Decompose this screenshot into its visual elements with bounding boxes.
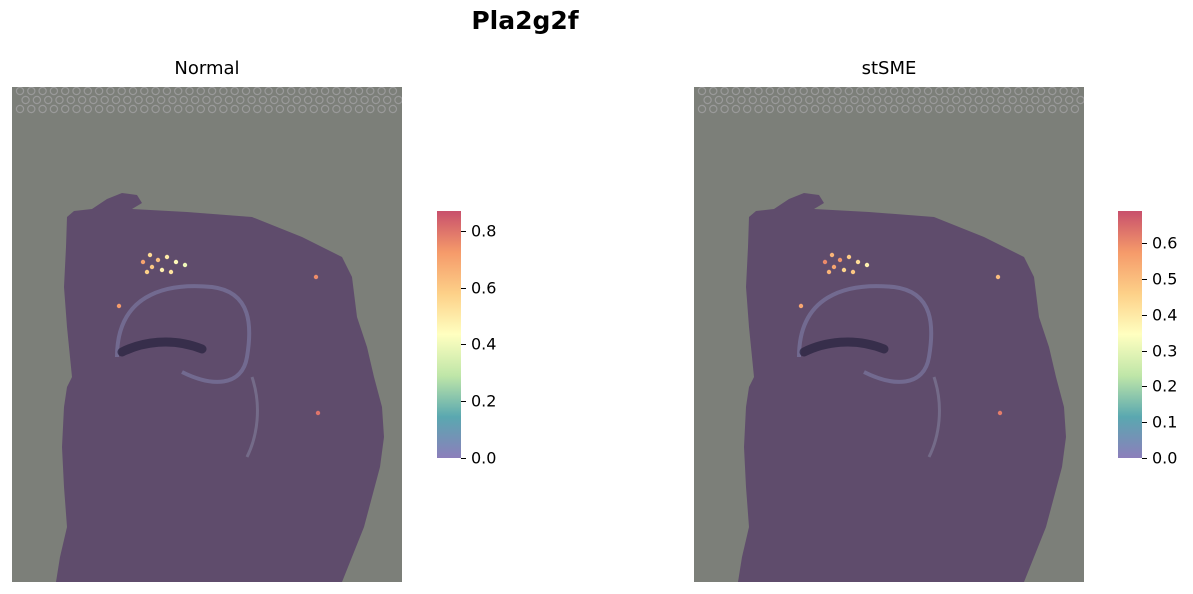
expression-spot xyxy=(164,254,170,260)
fiducial-spots xyxy=(697,87,1084,114)
colorbar-tick-label: 0.4 xyxy=(471,334,497,354)
expression-spot xyxy=(846,254,852,260)
colorbar-tick xyxy=(1142,243,1147,245)
colorbar-tick-label: 0.3 xyxy=(1152,341,1178,361)
expression-spot xyxy=(168,269,174,275)
expression-spot xyxy=(140,259,146,265)
expression-spot xyxy=(315,410,321,416)
colorbar-tick xyxy=(1142,279,1147,280)
colorbar-tick xyxy=(461,230,466,232)
hippocampus-outline xyxy=(797,284,934,384)
expression-spot xyxy=(313,274,319,280)
hippocampus-outline xyxy=(115,284,252,384)
colorbar-tick-label: 0.8 xyxy=(471,221,497,241)
dentate-gyrus xyxy=(117,337,207,357)
colorbar-tick xyxy=(461,344,466,346)
tissue-section xyxy=(738,193,1066,582)
expression-spot xyxy=(837,257,843,263)
colorbar-tick xyxy=(1142,314,1147,316)
panel-title-normal: Normal xyxy=(174,58,240,79)
colorbar-tick xyxy=(461,401,466,403)
expression-spot xyxy=(831,264,837,270)
colorbar-tick-label: 0.2 xyxy=(1152,376,1178,396)
expression-spot xyxy=(829,252,835,258)
expression-spot xyxy=(997,410,1003,416)
colorbar-tick-label: 0.1 xyxy=(1152,412,1178,432)
colorbar-tick-label: 0.2 xyxy=(471,391,497,411)
expression-spot xyxy=(798,303,804,309)
colorbar-gradient xyxy=(437,211,461,458)
expression-spot xyxy=(155,257,161,263)
expression-spot xyxy=(182,262,188,268)
expression-spot xyxy=(147,252,153,258)
expression-spot xyxy=(826,269,832,275)
expression-spot xyxy=(850,269,856,275)
tissue-image-stsme xyxy=(694,87,1084,582)
expression-spot xyxy=(995,274,1001,280)
colorbar-tick xyxy=(461,287,466,289)
colorbar-tick-label: 0.6 xyxy=(1152,233,1178,253)
expression-spot xyxy=(855,259,861,265)
panel-title-stsme: stSME xyxy=(861,58,917,79)
figure-title: Pla2g2f xyxy=(471,6,579,35)
expression-spot xyxy=(149,264,155,270)
dentate-gyrus xyxy=(799,337,889,357)
tissue-section xyxy=(56,193,384,582)
expression-spot xyxy=(116,303,122,309)
ventricle xyxy=(245,376,259,458)
tissue-image-normal xyxy=(12,87,402,582)
colorbar-tick-label: 0.4 xyxy=(1152,305,1178,325)
colorbar-tick xyxy=(1142,422,1147,424)
colorbar-tick xyxy=(1142,386,1147,388)
expression-spot xyxy=(822,259,828,265)
colorbar-tick xyxy=(461,458,466,459)
fiducial-spots xyxy=(15,87,402,114)
colorbar-tick-label: 0.0 xyxy=(1152,448,1178,468)
ventricle xyxy=(927,376,941,458)
colorbar-tick-label: 0.0 xyxy=(471,448,497,468)
expression-spot xyxy=(144,269,150,275)
expression-spot xyxy=(864,262,870,268)
colorbar-gradient xyxy=(1118,211,1142,458)
expression-spot xyxy=(173,259,179,265)
colorbar-tick-label: 0.6 xyxy=(471,278,497,298)
colorbar-tick xyxy=(1142,350,1147,352)
expression-spot xyxy=(159,267,165,273)
colorbar-tick xyxy=(1142,458,1147,459)
colorbar-tick-label: 0.5 xyxy=(1152,269,1178,289)
expression-spot xyxy=(841,267,847,273)
